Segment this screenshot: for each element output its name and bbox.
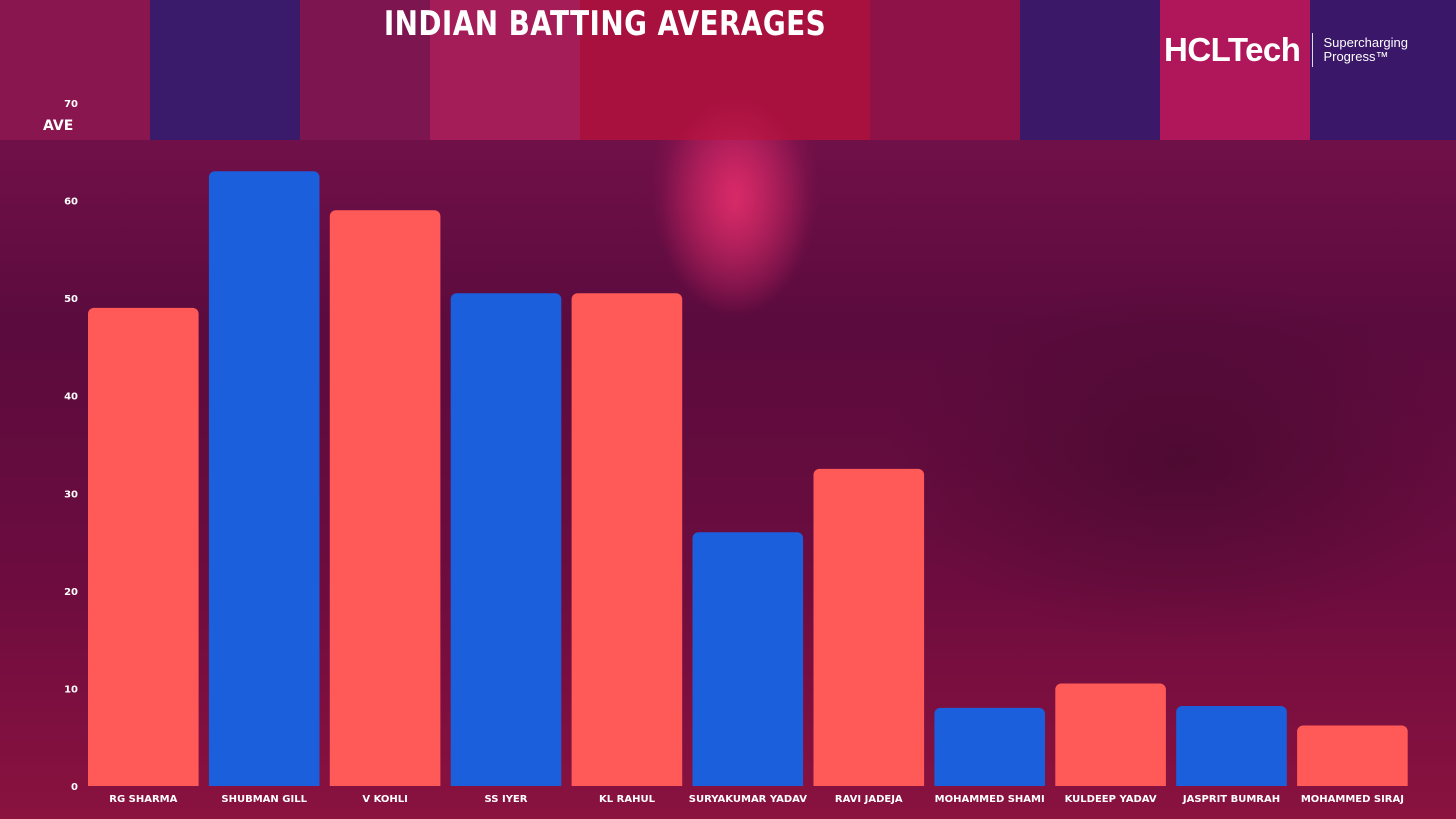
bar-suryakumar-yadav xyxy=(692,532,804,786)
logo-tagline-line2: Progress™ xyxy=(1323,49,1389,64)
logo-tagline: Supercharging Progress™ xyxy=(1323,36,1408,64)
background-banner xyxy=(430,0,580,140)
logo-tagline-line1: Supercharging xyxy=(1323,35,1409,50)
bar-kl-rahul xyxy=(571,293,683,786)
y-tick-label: 0 xyxy=(71,782,78,793)
logo-wordmark: HCLTech xyxy=(1164,31,1301,68)
trophy-silhouette xyxy=(660,95,810,315)
bar-ss-iyer xyxy=(450,293,562,786)
x-tick-label: RG SHARMA xyxy=(109,794,177,805)
y-axis-ticks: 0 10 20 30 40 50 60 70 xyxy=(64,99,78,793)
x-tick-label: RAVI JADEJA xyxy=(835,794,903,805)
bar-mohammed-siraj xyxy=(1297,725,1408,786)
bar-rg-sharma xyxy=(88,307,199,786)
background-banner xyxy=(150,0,300,140)
chart-title: INDIAN BATTING AVERAGES xyxy=(383,4,827,44)
background-banner xyxy=(300,0,430,140)
y-tick-label: 10 xyxy=(64,684,78,695)
x-tick-label: JASPRIT BUMRAH xyxy=(1182,794,1280,805)
y-axis-label: AVE xyxy=(43,118,74,134)
hcltech-logo: HCLTech Supercharging Progress™ xyxy=(1164,30,1408,70)
x-tick-label: MOHAMMED SIRAJ xyxy=(1301,794,1404,805)
x-tick-label: KULDEEP YADAV xyxy=(1065,794,1157,805)
bar-mohammed-shami xyxy=(934,707,1045,786)
background-banner xyxy=(0,0,150,140)
background-banner xyxy=(580,0,870,140)
background-banner xyxy=(1160,0,1310,140)
background-banner xyxy=(1020,0,1160,140)
y-tick-label: 30 xyxy=(64,489,78,500)
bar-jasprit-bumrah xyxy=(1176,706,1287,786)
bars xyxy=(88,171,1408,786)
y-tick-label: 20 xyxy=(64,587,78,598)
y-tick-label: 40 xyxy=(64,392,78,403)
bar-shubman-gill xyxy=(208,171,320,786)
bar-ravi-jadeja xyxy=(813,468,925,786)
y-tick-label: 60 xyxy=(64,197,78,208)
x-tick-label: SURYAKUMAR YADAV xyxy=(689,794,807,805)
x-tick-label: MOHAMMED SHAMI xyxy=(935,794,1045,805)
bar-kuldeep-yadav xyxy=(1055,683,1166,786)
logo-divider xyxy=(1312,33,1314,67)
x-tick-label: SHUBMAN GILL xyxy=(221,794,307,805)
x-axis-ticks: RG SHARMA SHUBMAN GILL V KOHLI SS IYER KL RA… xyxy=(109,794,1404,805)
x-tick-label: KL RAHUL xyxy=(599,794,656,805)
x-tick-label: SS IYER xyxy=(485,794,528,805)
bar-v-kohli xyxy=(329,210,441,786)
y-tick-label: 70 xyxy=(64,99,78,110)
x-tick-label: V KOHLI xyxy=(362,794,407,805)
y-tick-label: 50 xyxy=(64,294,78,305)
background-banner xyxy=(1310,0,1456,140)
background-banner xyxy=(870,0,1020,140)
